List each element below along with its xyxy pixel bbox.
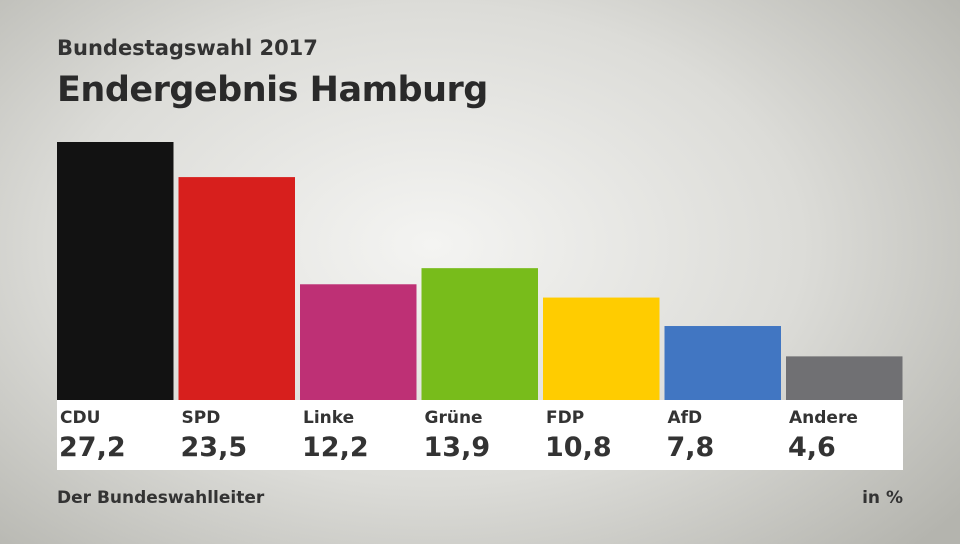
source-label: Der Bundeswahlleiter	[57, 488, 265, 508]
bar-linke	[300, 284, 417, 400]
bar-grüne	[421, 268, 538, 400]
category-label: Andere	[789, 408, 858, 428]
bar-spd	[178, 177, 295, 400]
value-label: 13,9	[423, 432, 491, 463]
bar-afd	[664, 326, 781, 400]
chart-title: Endergebnis Hamburg	[57, 70, 488, 110]
value-label: 27,2	[59, 432, 126, 463]
category-label: CDU	[60, 408, 101, 428]
bar-cdu	[57, 142, 174, 400]
category-label: Linke	[303, 408, 355, 428]
value-label: 7,8	[666, 432, 715, 463]
bar-fdp	[543, 297, 660, 400]
value-label: 12,2	[302, 432, 369, 463]
category-label: AfD	[667, 408, 703, 428]
value-label: 23,5	[180, 432, 248, 463]
unit-label: in %	[862, 488, 903, 508]
category-label: FDP	[546, 408, 585, 428]
category-label: SPD	[181, 408, 221, 428]
bar-andere	[786, 356, 903, 400]
label-panel	[57, 400, 903, 470]
value-label: 4,6	[788, 432, 836, 463]
category-label: Grüne	[424, 408, 483, 428]
value-label: 10,8	[545, 432, 612, 463]
chart-subtitle: Bundestagswahl 2017	[57, 36, 318, 60]
